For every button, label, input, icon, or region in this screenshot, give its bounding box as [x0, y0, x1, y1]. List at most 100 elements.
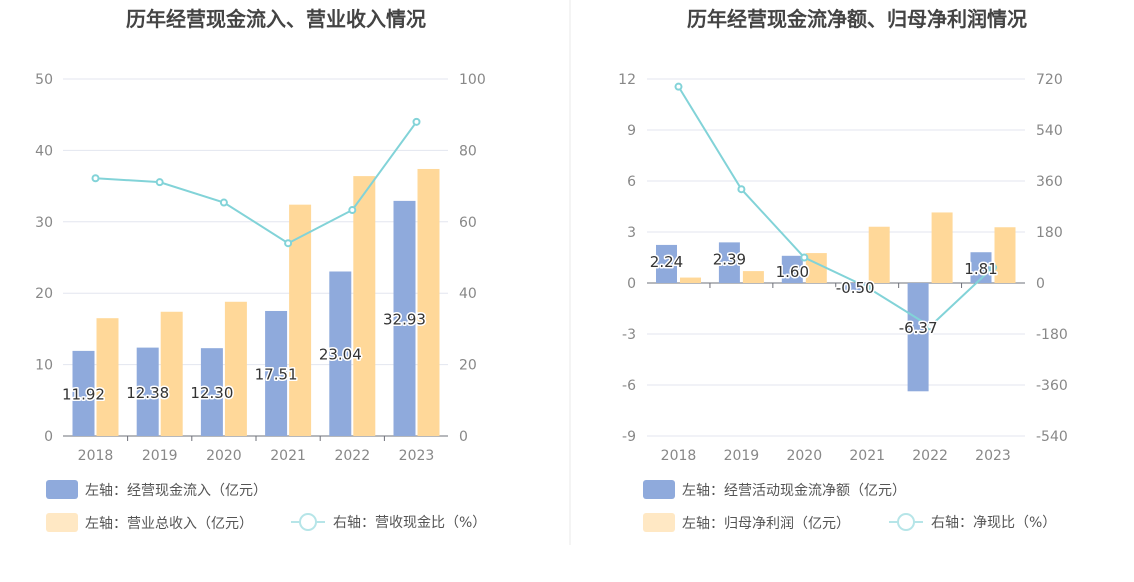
data-label: 12.38	[126, 384, 169, 402]
y2-tick-label: 360	[1036, 174, 1063, 190]
line-series	[677, 86, 994, 328]
legend-swatch	[46, 513, 78, 532]
data-label: 17.51	[255, 365, 298, 383]
chart-2: 历年经营现金流净额、归母净利润情况 -9 -6 -3 0 3 6 9 12 -540 -360 -18…	[618, 7, 1068, 532]
bar-secondary	[289, 204, 312, 436]
legend-swatch	[643, 513, 675, 532]
y-tick-label: 10	[35, 358, 53, 374]
line-point	[284, 239, 293, 248]
data-label: -0.50	[836, 279, 875, 297]
line-point	[863, 283, 872, 292]
y2-tick-label: 0	[459, 429, 468, 445]
line-point	[800, 253, 809, 262]
x-tick-label: 2018	[78, 448, 114, 464]
chart-title: 历年经营现金流净额、归母净利润情况	[687, 7, 1027, 31]
y-tick-label: -3	[622, 327, 636, 343]
bar-primary	[781, 255, 803, 283]
bar-secondary	[160, 311, 183, 436]
data-label: -6.37	[899, 319, 938, 337]
bar-primary	[844, 283, 866, 292]
bar-primary	[72, 350, 95, 436]
x-tick-label: 2019	[142, 448, 178, 464]
legend-label: 左轴：归母净利润（亿元）	[682, 515, 850, 532]
legend-label: 右轴：营收现金比（%）	[333, 515, 486, 531]
line-point	[674, 82, 683, 91]
x-tick-label: 2021	[270, 448, 306, 464]
bar-primary	[393, 200, 416, 436]
y2-tick-label: -180	[1036, 327, 1068, 343]
line-point	[155, 178, 164, 187]
chart-title: 历年经营现金流入、营业收入情况	[126, 7, 426, 31]
data-label: 23.04	[319, 346, 362, 364]
bar-secondary	[96, 318, 119, 436]
y2-tick-label: 60	[459, 215, 477, 231]
legend-label: 左轴：经营现金流入（亿元）	[85, 483, 267, 499]
data-label: 2.39	[713, 250, 746, 268]
legend-marker	[299, 513, 317, 531]
data-label: 2.24	[650, 253, 683, 271]
bar-primary	[656, 244, 677, 283]
x-tick-label: 2022	[912, 448, 948, 464]
line-series	[95, 121, 418, 245]
bar-primary	[136, 347, 159, 436]
x-tick-label: 2023	[399, 448, 435, 464]
y2-tick-label: 20	[459, 358, 477, 374]
bar-primary	[718, 242, 740, 283]
y-tick-label: 40	[35, 143, 53, 159]
legend-swatch	[643, 480, 675, 499]
bar-secondary	[742, 271, 764, 283]
data-label: 11.92	[62, 385, 105, 403]
x-tick-label: 2020	[206, 448, 242, 464]
x-tick-label: 2021	[849, 448, 885, 464]
x-tick-label: 2018	[661, 448, 697, 464]
data-label: 12.30	[190, 384, 233, 402]
bar-secondary	[994, 227, 1016, 283]
bar-primary	[970, 252, 992, 283]
y-tick-label: 20	[35, 286, 53, 302]
legend-swatch	[46, 480, 78, 499]
y-tick-label: 0	[627, 276, 636, 292]
legend-label: 右轴：净现比（%）	[931, 515, 1056, 531]
legend-label: 左轴：营业总收入（亿元）	[85, 516, 253, 532]
bar-secondary	[353, 176, 376, 436]
bar-secondary	[931, 212, 953, 283]
line-point	[219, 198, 228, 207]
y-tick-label: 12	[618, 72, 636, 88]
data-label: 1.60	[776, 263, 809, 281]
line-point	[412, 117, 421, 126]
y2-tick-label: 720	[1036, 72, 1063, 88]
y2-tick-label: 540	[1036, 123, 1063, 139]
x-tick-label: 2022	[334, 448, 370, 464]
bar-primary	[265, 310, 288, 436]
bar-secondary	[224, 301, 247, 436]
x-tick-label: 2020	[786, 448, 822, 464]
x-tick-label: 2019	[724, 448, 760, 464]
chart-1: 历年经营现金流入、营业收入情况 0 10 20 30 40 50 0 20 40 60 80 100 20…	[35, 7, 486, 532]
y-tick-label: 30	[35, 215, 53, 231]
y-tick-label: 0	[44, 429, 53, 445]
legend-label: 左轴：经营活动现金流净额（亿元）	[682, 483, 906, 499]
y-tick-label: -9	[622, 429, 636, 445]
y2-tick-label: 100	[459, 72, 486, 88]
y2-tick-label: -540	[1036, 429, 1068, 445]
y-tick-label: -6	[622, 378, 636, 394]
bar-primary	[200, 348, 223, 436]
y2-tick-label: 180	[1036, 225, 1063, 241]
line-point	[737, 185, 746, 194]
line-point	[989, 263, 997, 272]
y-tick-label: 9	[627, 123, 636, 139]
x-tick-label: 2023	[975, 448, 1011, 464]
bar-secondary	[417, 168, 440, 437]
y-tick-label: 50	[35, 72, 53, 88]
y2-tick-label: -360	[1036, 378, 1068, 394]
y2-tick-label: 0	[1036, 276, 1045, 292]
bar-secondary	[868, 226, 890, 283]
data-label: 32.93	[383, 310, 426, 328]
bar-primary	[329, 271, 352, 436]
y-tick-label: 3	[627, 225, 636, 241]
line-point	[91, 174, 100, 183]
bar-primary	[907, 283, 929, 392]
y2-tick-label: 80	[459, 143, 477, 159]
